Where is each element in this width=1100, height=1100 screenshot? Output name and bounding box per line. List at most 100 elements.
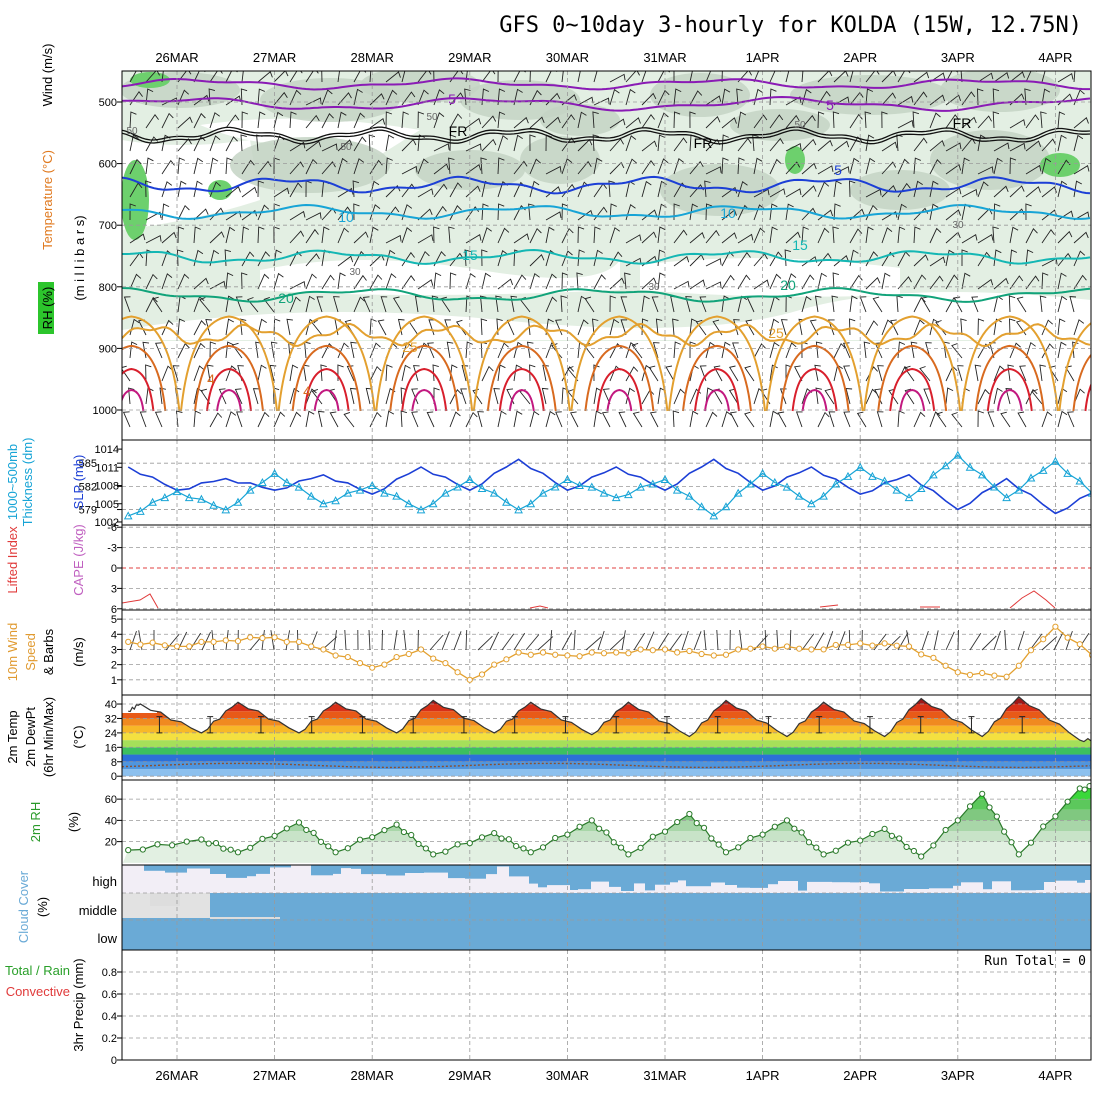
y-tick-label: 6 xyxy=(111,604,117,616)
wind-barb xyxy=(785,161,801,175)
wind-barb xyxy=(427,342,435,359)
wind-barb xyxy=(400,387,408,405)
wind-barb xyxy=(129,111,137,129)
wind-barb xyxy=(159,387,166,405)
wind-barb xyxy=(513,88,523,106)
wind-barb xyxy=(1000,411,1011,428)
series-point xyxy=(465,474,475,483)
wind-barb xyxy=(673,111,681,129)
cloud-high-bar xyxy=(405,865,424,873)
wind-barb xyxy=(620,319,628,336)
wind-barb xyxy=(401,165,418,175)
cloud-level-label: low xyxy=(97,931,117,946)
wind-barb xyxy=(977,115,992,129)
wind-barb xyxy=(993,71,1010,83)
series-point xyxy=(929,470,938,479)
minmax-whisker xyxy=(257,716,264,734)
wind-barb xyxy=(177,204,190,221)
contour-label: 30 xyxy=(349,267,361,278)
contour-lobe xyxy=(960,315,1059,412)
wind-barb xyxy=(865,134,875,152)
wind-barb xyxy=(801,295,812,313)
wind-barb xyxy=(481,249,488,267)
series-point xyxy=(715,841,722,848)
wind-barb xyxy=(609,203,617,221)
wind-barb xyxy=(193,135,206,152)
wind-barb xyxy=(801,88,812,106)
wind-barb-10m xyxy=(657,632,669,651)
bottom-date-label: 28MAR xyxy=(351,1068,394,1083)
wind-barb xyxy=(1073,71,1076,83)
y-tick-label: 40 xyxy=(105,699,117,711)
wind-barb xyxy=(657,134,666,152)
wind-barb xyxy=(655,318,663,336)
y-tick-label: 582 xyxy=(79,481,97,493)
wind-barb xyxy=(305,228,319,244)
wind-barb xyxy=(577,319,589,336)
wind-barb xyxy=(449,134,457,152)
wind-barb xyxy=(974,364,982,382)
wind-barb xyxy=(417,250,430,267)
contour-label: FR xyxy=(449,123,468,139)
wind-barb xyxy=(193,320,206,336)
contour-label: 25 xyxy=(768,325,784,341)
wind-barb-10m xyxy=(165,634,180,651)
wind-barb xyxy=(305,71,319,83)
wind-barb xyxy=(449,113,463,129)
series-point xyxy=(905,643,913,650)
cloud-high-bar xyxy=(904,865,929,889)
thickness-slp-panel: 585 582 579 1014 1011 1008 1005 1002 xyxy=(79,439,1092,529)
wind-barb xyxy=(785,71,790,83)
wind-barb xyxy=(529,134,536,152)
wind-barb xyxy=(577,209,594,221)
wind-barb xyxy=(993,277,1009,290)
series-point xyxy=(344,653,351,661)
rh-clear xyxy=(260,260,620,295)
wind-barb xyxy=(769,273,782,290)
wind-barb xyxy=(412,365,420,382)
wind-barb xyxy=(728,388,739,405)
y-tick-label: 1008 xyxy=(95,481,119,493)
series-point xyxy=(637,844,644,851)
series-point xyxy=(160,493,170,502)
series-point xyxy=(520,845,527,852)
wind-barb-10m xyxy=(525,634,540,651)
series-point xyxy=(954,817,961,824)
y-tick-label: 700 xyxy=(99,220,117,232)
wind-barb xyxy=(977,181,989,198)
series-point xyxy=(625,650,632,657)
wind-barb xyxy=(417,279,434,290)
wind-barb xyxy=(945,163,962,175)
wind-barb xyxy=(497,342,509,359)
wind-barb xyxy=(977,233,994,244)
bottom-date-label: 26MAR xyxy=(155,1068,198,1083)
series-point xyxy=(930,654,937,661)
wind-barb xyxy=(865,157,876,175)
wind-barb xyxy=(977,88,984,106)
cloud-high-bar xyxy=(1011,865,1036,891)
wind-barb xyxy=(601,411,611,428)
series-point xyxy=(954,669,961,676)
series-point xyxy=(442,848,449,855)
wind-barb xyxy=(433,251,446,267)
wind-barb xyxy=(460,388,467,405)
series-point xyxy=(136,506,145,515)
cloud-high-bar xyxy=(351,865,361,869)
contour-lobe xyxy=(313,388,340,412)
series-point xyxy=(453,482,462,491)
series-point xyxy=(169,842,176,849)
wind-barb xyxy=(769,137,784,152)
wind-barb xyxy=(832,272,840,290)
wind-barb xyxy=(129,203,136,221)
series-point xyxy=(331,496,340,505)
wind-barb xyxy=(257,180,265,198)
cloud-high-bar xyxy=(529,865,538,884)
contour-label: 4 xyxy=(207,371,215,387)
contour-label: 50 xyxy=(426,112,438,123)
series-point xyxy=(844,641,852,649)
series-point xyxy=(685,491,694,500)
cloud-high-bar xyxy=(1085,865,1091,880)
wind-barb xyxy=(177,226,185,244)
y-tick-label: 0 xyxy=(111,1055,117,1067)
series-point xyxy=(918,651,925,658)
